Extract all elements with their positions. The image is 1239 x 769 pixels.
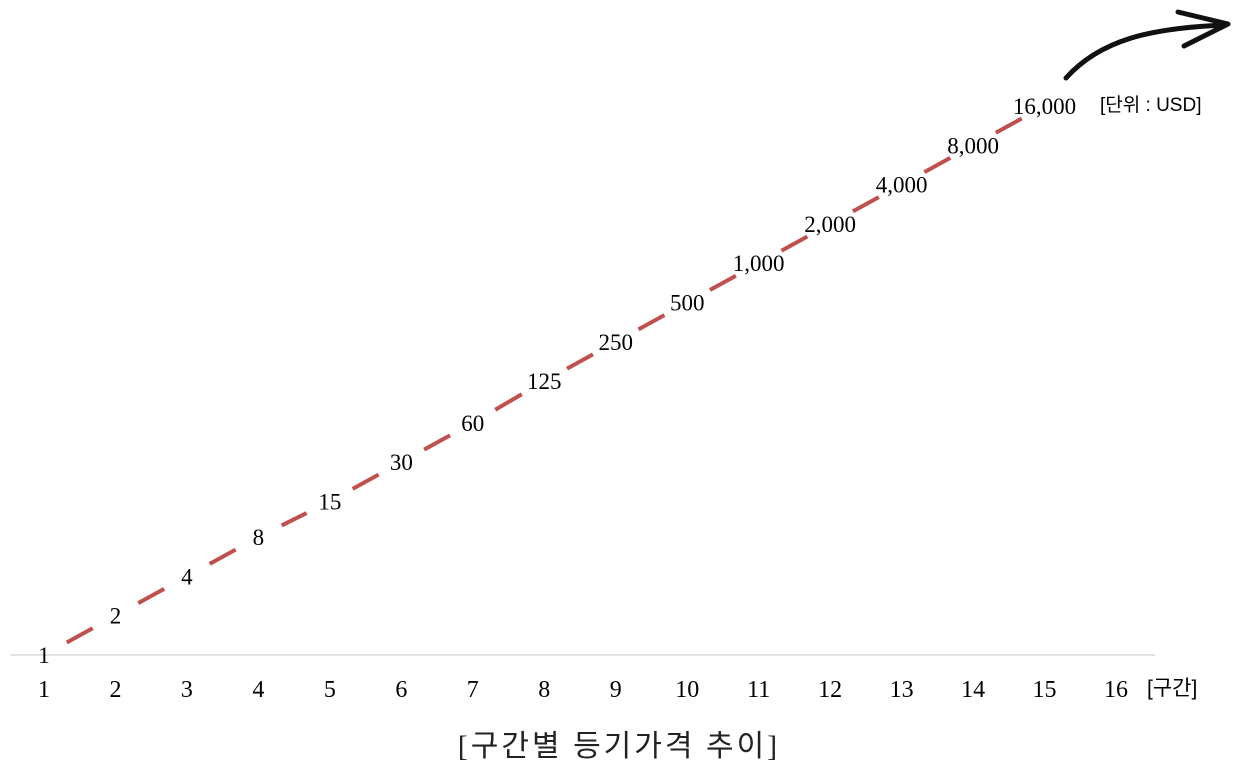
series-segment xyxy=(994,116,1023,135)
x-tick-label: 2 xyxy=(109,677,121,703)
x-tick-label: 14 xyxy=(961,677,985,703)
x-unit-label: [구간] xyxy=(1147,677,1197,700)
series-segment xyxy=(709,274,737,292)
series-segment xyxy=(851,195,880,214)
x-tick-label: 10 xyxy=(675,677,699,703)
data-label: 15 xyxy=(318,489,341,514)
series-segment xyxy=(566,352,594,371)
series-line xyxy=(65,116,1023,645)
x-tick-label: 15 xyxy=(1033,677,1057,703)
x-tick-labels: 1 2 3 4 5 6 7 8 9 10 11 12 13 14 15 16 xyxy=(38,677,1128,703)
x-tick-label: 16 xyxy=(1104,677,1128,703)
data-label: 250 xyxy=(598,330,633,355)
series-segment xyxy=(208,547,237,566)
data-label: 2,000 xyxy=(804,212,856,237)
x-tick-label: 9 xyxy=(610,677,622,703)
x-tick-label: 12 xyxy=(818,677,842,703)
series-segment xyxy=(280,511,308,528)
x-tick-label: 7 xyxy=(467,677,479,703)
data-label: 8 xyxy=(253,525,265,550)
data-label: 16,000 xyxy=(1013,94,1076,119)
x-tick-label: 6 xyxy=(395,677,407,703)
x-tick-label: 1 xyxy=(38,677,50,703)
series-segment xyxy=(137,587,166,605)
series-segment xyxy=(494,392,523,412)
data-label: 4,000 xyxy=(876,173,928,198)
data-label: 125 xyxy=(527,369,562,394)
data-label: 2 xyxy=(110,604,122,629)
data-label: 8,000 xyxy=(947,133,999,158)
x-tick-label: 11 xyxy=(747,677,770,703)
data-label: 1,000 xyxy=(733,251,785,276)
series-segment xyxy=(65,626,94,645)
x-tick-label: 13 xyxy=(890,677,914,703)
chart-title: [구간별 등기가격 추이] xyxy=(458,730,780,763)
data-label: 4 xyxy=(181,564,193,589)
data-labels: 1 2 4 8 15 30 60 125 250 500 1,000 2,000 4,000 8,000 1… xyxy=(38,94,1076,668)
trend-arrow-icon xyxy=(1063,9,1231,81)
x-tick-label: 3 xyxy=(181,677,193,703)
data-label: 30 xyxy=(390,450,413,475)
series-segment xyxy=(423,433,451,452)
x-tick-label: 5 xyxy=(324,677,336,703)
series-segment xyxy=(637,313,666,332)
x-tick-label: 4 xyxy=(252,677,264,703)
x-tick-label: 8 xyxy=(538,677,550,703)
series-segment xyxy=(351,472,380,491)
data-label: 1 xyxy=(38,643,50,668)
series-segment xyxy=(780,234,809,253)
series-segment xyxy=(923,156,952,174)
data-label: 60 xyxy=(461,411,484,436)
data-label: 500 xyxy=(670,291,705,316)
y-unit-label: [단위 : USD] xyxy=(1100,94,1201,116)
